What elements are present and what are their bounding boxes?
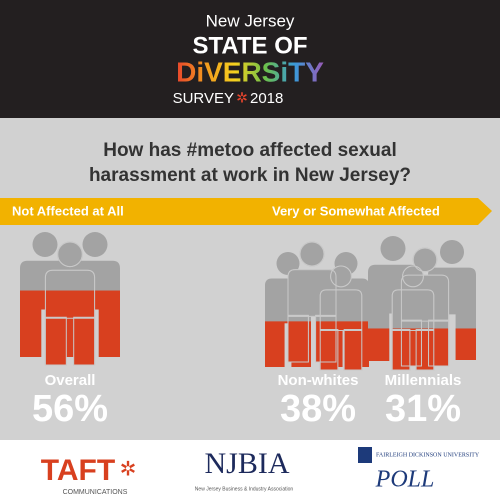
header-diversity: DiVERSiTY [176, 56, 324, 87]
affected-fill [20, 290, 120, 365]
taft-sub: COMMUNICATIONS [63, 489, 128, 496]
person-outline [319, 265, 363, 371]
taft-logo: TAFT [41, 454, 115, 487]
header-bg [0, 0, 500, 118]
person-outline [287, 241, 337, 363]
category-label: Millennials [385, 372, 462, 389]
star: ✲ [236, 90, 248, 106]
fdu-crest [358, 447, 372, 463]
category-label: Overall [45, 372, 96, 389]
scale-right: Very or Somewhat Affected [272, 203, 440, 218]
person-outline [400, 247, 450, 367]
scale-left: Not Affected at All [12, 203, 124, 218]
header-line: STATE OF [192, 32, 307, 59]
value-label: 31% [385, 388, 461, 430]
header-year: 2018 [250, 90, 283, 107]
value-label: 38% [280, 388, 356, 430]
header-line: SURVEY [173, 90, 234, 107]
taft-star: ✲ [120, 458, 137, 480]
header-line: New Jersey [206, 11, 295, 30]
person-outline [391, 265, 435, 371]
value-label: 56% [32, 388, 108, 430]
poll-logo: POLL [375, 467, 435, 493]
njbia-logo: NJBIA [204, 447, 289, 480]
footer-bg [0, 440, 500, 500]
scale-arrow [0, 198, 492, 225]
njbia-sub: New Jersey Business & Industry Associati… [195, 486, 294, 492]
category-label: Non-whites [278, 372, 359, 389]
fdu-name: FAIRLEIGH DICKINSON UNIVERSITY [376, 452, 480, 458]
person-outline [44, 241, 96, 366]
chart-title: How has #metoo affected sexual harassmen… [88, 140, 412, 186]
